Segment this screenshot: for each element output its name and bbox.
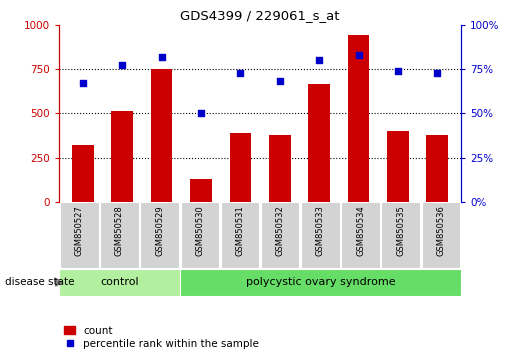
Point (79, 80, 87, 86)
Point (433, 70, 441, 75)
Text: GSM850535: GSM850535 (396, 205, 405, 256)
Bar (59, 269, 180, 296)
Point (158, 54, 166, 59)
Title: GDS4399 / 229061_s_at: GDS4399 / 229061_s_at (180, 9, 340, 22)
Bar (151, 69, 173, 202)
Legend: count, percentile rank within the sample: count, percentile rank within the sample (64, 326, 259, 349)
Bar (181, 202, 219, 268)
Point (354, 52, 363, 58)
Text: polycystic ovary syndrome: polycystic ovary syndrome (246, 277, 395, 287)
Bar (72, 145, 94, 202)
Bar (387, 131, 409, 202)
Point (197, 110, 205, 116)
Text: GSM850531: GSM850531 (235, 205, 245, 256)
Text: GSM850533: GSM850533 (316, 205, 325, 256)
Point (236, 70, 245, 75)
Text: GSM850528: GSM850528 (115, 205, 124, 256)
FancyArrow shape (56, 278, 62, 286)
Text: GSM850536: GSM850536 (436, 205, 445, 256)
Bar (180, 269, 461, 296)
Text: GSM850532: GSM850532 (276, 205, 285, 256)
Point (118, 63, 126, 68)
Bar (111, 110, 133, 202)
Point (315, 57, 323, 63)
Text: GSM850530: GSM850530 (195, 205, 204, 256)
Text: disease state: disease state (5, 277, 75, 287)
Text: GSM850527: GSM850527 (75, 205, 84, 256)
Bar (422, 202, 460, 268)
Point (394, 68, 402, 74)
Text: GSM850534: GSM850534 (356, 205, 365, 256)
Bar (141, 202, 179, 268)
Bar (341, 202, 380, 268)
Text: GSM850529: GSM850529 (155, 205, 164, 256)
Bar (190, 179, 212, 202)
Bar (230, 133, 251, 202)
Bar (301, 202, 339, 268)
Bar (426, 136, 448, 202)
Bar (100, 202, 139, 268)
Bar (60, 202, 98, 268)
Bar (269, 135, 290, 202)
Text: control: control (100, 277, 139, 287)
Bar (221, 202, 259, 268)
Bar (382, 202, 420, 268)
Bar (348, 35, 369, 202)
Bar (308, 84, 330, 202)
Bar (261, 202, 299, 268)
Point (276, 79, 284, 84)
